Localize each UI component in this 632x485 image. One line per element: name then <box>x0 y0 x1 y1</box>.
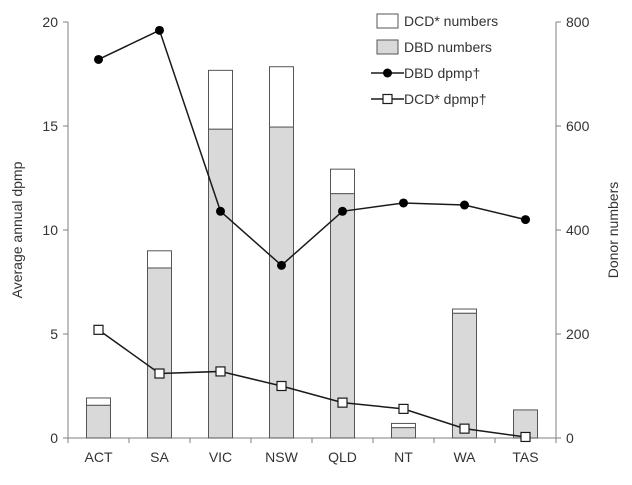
dcd-bar <box>86 397 111 406</box>
dcd-dpmp-point <box>520 431 531 443</box>
dbd-bar <box>452 312 477 439</box>
x-tick-label: VIC <box>209 449 232 465</box>
lines <box>93 25 531 443</box>
dbd-dpmp-point <box>338 206 347 216</box>
dcd-dpmp-point <box>398 403 409 414</box>
dcd-bar <box>269 66 294 128</box>
x-tick-label: TAS <box>512 449 538 465</box>
dbd-bar <box>269 126 294 439</box>
legend-label: DBD numbers <box>404 39 492 55</box>
dcd-bar <box>208 69 233 130</box>
dbd-bar <box>208 128 233 439</box>
dcd-dpmp-point <box>215 366 226 377</box>
dbd-bar <box>86 404 111 439</box>
left-tick-label: 15 <box>42 118 58 134</box>
dbd-bar <box>330 193 355 439</box>
legend-label: DCD* numbers <box>404 13 498 29</box>
right-tick-label: 200 <box>566 326 590 342</box>
axes <box>63 21 561 443</box>
dcd-swatch-icon <box>376 13 399 29</box>
dbd-dpmp-point <box>521 215 530 225</box>
x-tick-label: ACT <box>85 449 113 465</box>
legend: DCD* numbers DBD numbers DBD dpmp† DCD* dpm… <box>371 13 498 107</box>
dcd-bar <box>147 250 172 269</box>
dcd-dpmp-line <box>98 329 526 438</box>
left-axis-title: Average annual dpmp <box>9 161 25 298</box>
dbd-dpmp-line <box>98 29 526 267</box>
dbd-dpmp-point <box>277 260 286 270</box>
left-tick-label: 5 <box>50 326 58 342</box>
dcd-bar <box>452 308 477 314</box>
legend-label: DCD* dpmp† <box>404 91 486 107</box>
left-tick-label: 20 <box>42 14 58 30</box>
right-axis-title: Donor numbers <box>605 182 621 279</box>
x-tick-label: SA <box>150 449 169 465</box>
filled-circle-icon <box>383 68 392 78</box>
right-tick-label: 600 <box>566 118 590 134</box>
legend-label: DBD dpmp† <box>404 65 480 81</box>
left-tick-label: 0 <box>50 430 58 446</box>
dbd-dpmp-point <box>460 200 469 210</box>
right-tick-label: 800 <box>566 14 590 30</box>
dbd-dpmp-point <box>399 198 408 208</box>
dbd-bar <box>391 427 416 439</box>
dbd-dpmp-point <box>94 54 103 64</box>
right-tick-label: 0 <box>566 430 574 446</box>
dcd-dpmp-point <box>337 397 348 408</box>
open-square-icon <box>382 93 393 105</box>
x-tick-label: NT <box>394 449 413 465</box>
left-tick-label: 10 <box>42 222 58 238</box>
dcd-bar <box>391 422 416 429</box>
x-tick-label: NSW <box>265 449 298 465</box>
dbd-swatch-icon <box>376 39 399 55</box>
dcd-dpmp-point <box>276 380 287 392</box>
dcd-dpmp-point <box>154 368 165 379</box>
x-tick-label: WA <box>453 449 476 465</box>
dbd-dpmp-point <box>216 206 225 216</box>
dcd-bar <box>330 168 355 195</box>
right-tick-label: 400 <box>566 222 590 238</box>
bars <box>86 66 538 439</box>
dcd-dpmp-point <box>459 423 470 434</box>
dcd-dpmp-point <box>93 324 104 335</box>
x-tick-label: QLD <box>328 449 357 465</box>
dbd-dpmp-point <box>155 25 164 35</box>
dbd-bar <box>147 267 172 439</box>
